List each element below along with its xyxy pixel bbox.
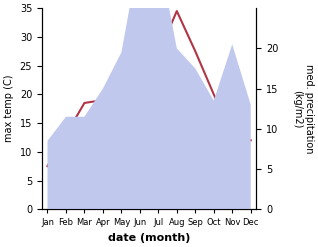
X-axis label: date (month): date (month)	[108, 233, 190, 243]
Y-axis label: max temp (C): max temp (C)	[4, 75, 14, 143]
Y-axis label: med. precipitation
(kg/m2): med. precipitation (kg/m2)	[292, 64, 314, 153]
